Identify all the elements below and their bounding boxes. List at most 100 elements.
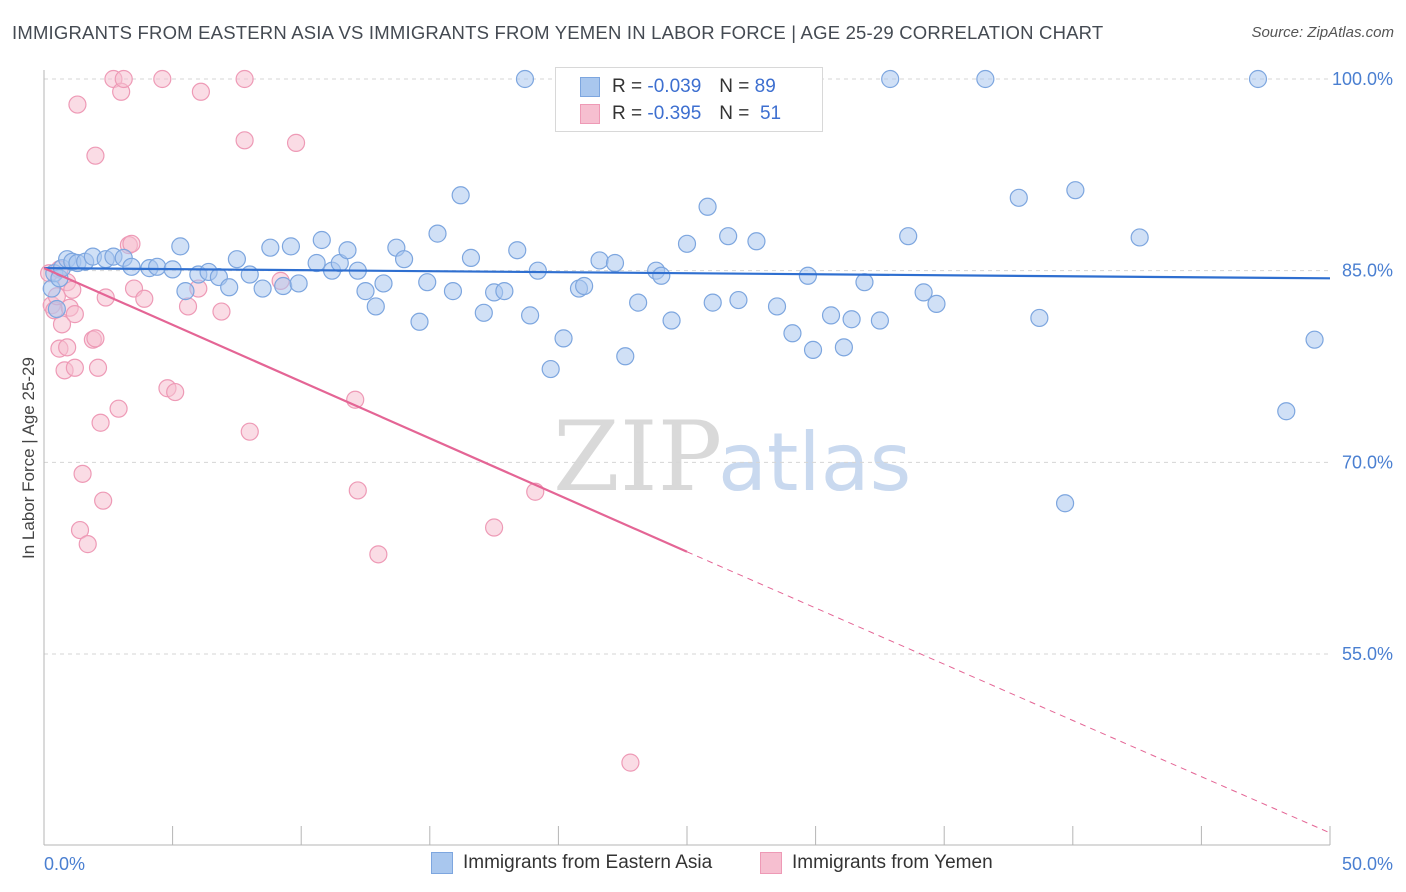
legend-n-value: 89 <box>754 76 776 97</box>
data-point-eastern-asia <box>47 299 66 319</box>
legend-n-value: 51 <box>759 103 782 124</box>
legend-n-label: N = <box>719 76 750 97</box>
watermark-zip: ZIP <box>553 401 722 513</box>
data-point-eastern-asia <box>798 266 817 285</box>
data-point-eastern-asia <box>461 248 481 267</box>
data-point-eastern-asia <box>474 303 493 322</box>
data-point-yemen <box>65 305 84 324</box>
data-point-eastern-asia <box>719 227 738 246</box>
data-point-eastern-asia <box>443 282 463 301</box>
data-point-yemen <box>91 413 110 432</box>
data-point-eastern-asia <box>605 253 625 273</box>
data-point-eastern-asia <box>281 237 301 256</box>
data-point-eastern-asia <box>227 250 246 269</box>
data-point-eastern-asia <box>394 250 414 269</box>
data-point-eastern-asia <box>1248 69 1268 89</box>
data-point-yemen <box>191 82 210 101</box>
data-point-eastern-asia <box>703 293 722 312</box>
data-point-yemen <box>78 535 97 554</box>
data-point-eastern-asia <box>220 278 239 297</box>
data-point-eastern-asia <box>289 274 308 293</box>
data-point-eastern-asia <box>652 266 671 285</box>
data-point-yemen <box>70 520 90 540</box>
legend-swatch-blue <box>580 77 600 97</box>
legend-swatch-blue <box>431 852 453 874</box>
data-point-yemen <box>369 545 388 564</box>
series-legend: Immigrants from Eastern Asia Immigrants … <box>0 852 1406 878</box>
data-point-yemen <box>94 491 113 510</box>
data-point-yemen <box>58 338 77 357</box>
data-point-eastern-asia <box>1130 228 1149 247</box>
data-point-eastern-asia <box>240 265 259 284</box>
data-point-eastern-asia <box>575 276 594 296</box>
data-point-eastern-asia <box>747 232 766 251</box>
series-yemen-points <box>40 69 640 772</box>
data-point-yemen <box>153 69 172 89</box>
chart-title: IMMIGRANTS FROM EASTERN ASIA VS IMMIGRAN… <box>12 22 1104 43</box>
legend-r-value: -0.039 <box>647 76 702 97</box>
data-point-eastern-asia <box>307 253 326 273</box>
legend-item-yemen: Immigrants from Yemen <box>760 852 993 874</box>
data-point-eastern-asia <box>428 224 447 243</box>
data-point-eastern-asia <box>783 324 802 343</box>
data-point-yemen <box>73 464 92 483</box>
data-point-eastern-asia <box>338 241 357 260</box>
data-point-eastern-asia <box>508 241 527 260</box>
legend-r-value: -0.395 <box>647 103 702 124</box>
y-tick-label: 55.0% <box>1342 644 1393 664</box>
data-point-eastern-asia <box>122 257 141 276</box>
data-point-eastern-asia <box>253 279 272 298</box>
data-point-eastern-asia <box>1066 181 1085 200</box>
x-tick-label: 0.0% <box>44 854 85 874</box>
data-point-eastern-asia <box>914 283 933 302</box>
data-point-eastern-asia <box>834 338 853 357</box>
y-tick-label: 100.0% <box>1332 69 1393 89</box>
data-point-eastern-asia <box>729 290 748 310</box>
data-point-yemen <box>235 69 254 89</box>
data-point-eastern-asia <box>927 294 946 313</box>
data-point-eastern-asia <box>515 69 535 89</box>
data-point-yemen <box>166 382 185 402</box>
legend-r-label: R = <box>612 76 643 97</box>
data-point-yemen <box>240 422 259 441</box>
data-point-eastern-asia <box>1277 402 1296 421</box>
y-tick-label: 70.0% <box>1342 452 1393 472</box>
data-point-yemen <box>621 753 640 772</box>
data-point-eastern-asia <box>374 274 393 293</box>
data-point-eastern-asia <box>821 306 841 325</box>
data-point-eastern-asia <box>698 197 717 216</box>
data-point-eastern-asia <box>521 306 540 325</box>
data-point-eastern-asia <box>855 273 874 292</box>
data-point-yemen <box>109 399 128 418</box>
data-point-yemen <box>86 146 105 165</box>
data-point-eastern-asia <box>803 340 823 359</box>
data-point-yemen <box>485 518 504 537</box>
y-axis-label: In Labor Force | Age 25-29 <box>19 357 38 559</box>
axes <box>43 70 1331 846</box>
legend-row-yemen: R = -0.395 N = 51 <box>580 101 781 127</box>
data-point-yemen <box>286 133 306 152</box>
data-point-eastern-asia <box>261 238 280 257</box>
data-point-eastern-asia <box>1009 188 1028 207</box>
legend-label-yemen: Immigrants from Yemen <box>792 852 993 873</box>
legend-n-label: N = <box>719 103 750 124</box>
data-point-eastern-asia <box>629 293 648 312</box>
legend-row-eastern-asia: R = -0.039 N = 89 <box>580 74 776 100</box>
stats-legend: R = -0.039 N = 89 R = -0.395 N = 51 <box>555 67 823 132</box>
y-tick-label: 85.0% <box>1342 261 1393 281</box>
data-point-yemen <box>122 234 141 253</box>
data-point-eastern-asia <box>418 273 437 292</box>
data-point-eastern-asia <box>870 311 890 330</box>
legend-r-label: R = <box>612 103 643 124</box>
data-point-yemen <box>348 481 367 500</box>
legend-item-eastern-asia: Immigrants from Eastern Asia <box>431 852 712 874</box>
legend-label-eastern-asia: Immigrants from Eastern Asia <box>463 852 713 873</box>
legend-swatch-pink <box>760 852 782 874</box>
trend-line-yemen-extension <box>686 551 1331 834</box>
data-point-eastern-asia <box>976 69 995 89</box>
data-point-eastern-asia <box>677 234 697 253</box>
data-point-eastern-asia <box>356 282 375 301</box>
data-point-eastern-asia <box>1305 330 1324 349</box>
data-point-yemen <box>235 131 254 150</box>
